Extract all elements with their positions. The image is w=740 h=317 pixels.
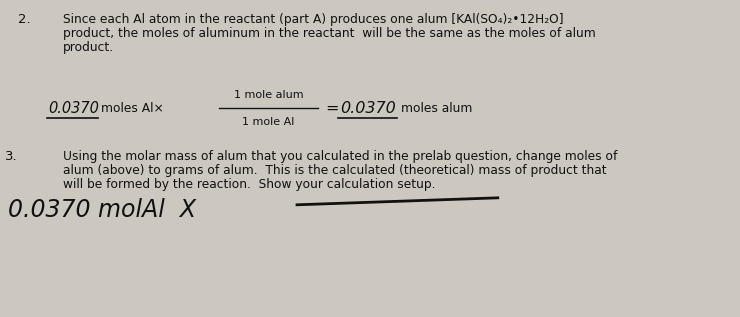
Text: will be formed by the reaction.  Show your calculation setup.: will be formed by the reaction. Show you… <box>63 178 435 191</box>
Text: 1 mole alum: 1 mole alum <box>234 90 303 100</box>
Text: =: = <box>326 101 339 116</box>
Text: product.: product. <box>63 41 114 54</box>
Text: alum (above) to grams of alum.  This is the calculated (theoretical) mass of pro: alum (above) to grams of alum. This is t… <box>63 164 607 177</box>
Text: 1 mole Al: 1 mole Al <box>242 117 295 127</box>
Text: 0.0370: 0.0370 <box>340 101 396 116</box>
Text: Using the molar mass of alum that you calculated in the prelab question, change : Using the molar mass of alum that you ca… <box>63 150 617 163</box>
Text: 2.: 2. <box>18 13 30 26</box>
Text: 0.0370: 0.0370 <box>49 101 99 116</box>
Text: 3.: 3. <box>5 150 18 163</box>
Text: product, the moles of aluminum in the reactant  will be the same as the moles of: product, the moles of aluminum in the re… <box>63 27 596 40</box>
Text: moles alum: moles alum <box>401 102 473 115</box>
Text: Since each Al atom in the reactant (part A) produces one alum [KAl(SO₄)₂•12H₂O]: Since each Al atom in the reactant (part… <box>63 13 563 26</box>
Text: 0.0370 molAl  X: 0.0370 molAl X <box>8 198 196 222</box>
Text: moles Al×: moles Al× <box>101 102 164 115</box>
